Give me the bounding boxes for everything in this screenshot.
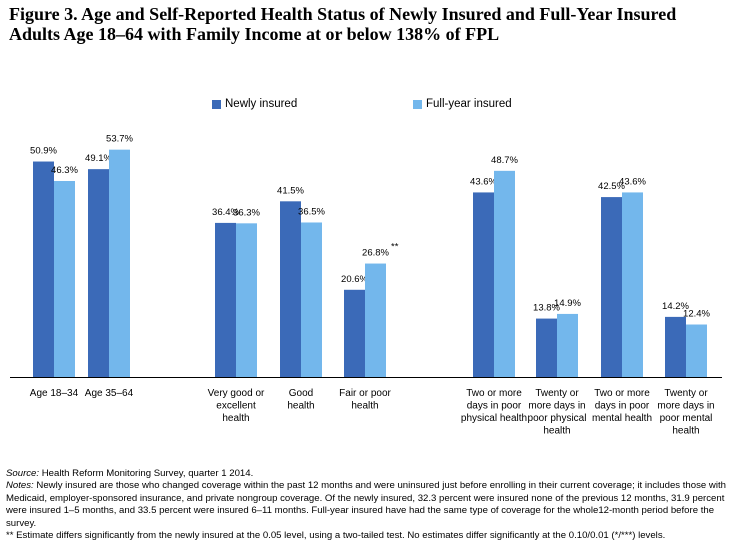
category-label: Age 35–64 [85, 388, 134, 399]
bar-newly-insured [601, 197, 622, 377]
category-label: Twenty or [664, 388, 708, 399]
bar-newly-insured [473, 192, 494, 377]
legend-item-full-year-insured: Full-year insured [413, 98, 512, 110]
category-label: poor physical [528, 413, 587, 424]
source-label: Source: [6, 468, 40, 479]
bar-newly-insured [536, 318, 557, 377]
data-label: 46.3% [51, 165, 78, 176]
category-label: more days in [657, 401, 714, 412]
data-label: 53.7% [106, 134, 133, 145]
bar-full-year-insured [686, 324, 707, 377]
chart-title-line-1: Figure 3. Age and Self-Reported Health S… [9, 4, 677, 24]
category-label: Fair or poor [339, 388, 391, 399]
bar-full-year-insured [494, 170, 515, 377]
category-label: Twenty or [535, 388, 579, 399]
bar-newly-insured [665, 316, 686, 377]
category-label: health [287, 401, 314, 412]
category-label: health [222, 413, 249, 424]
significance-marker: ** [391, 242, 399, 253]
legend-label-full-year-insured: Full-year insured [426, 98, 512, 110]
category-label: Two or more [466, 388, 522, 399]
data-label: 36.5% [298, 206, 325, 217]
legend-item-newly-insured: Newly insured [212, 98, 297, 110]
bar-newly-insured [215, 222, 236, 377]
bar-full-year-insured [365, 263, 386, 377]
bar-newly-insured [33, 161, 54, 377]
category-label: health [543, 426, 570, 437]
bar-newly-insured [88, 169, 109, 377]
legend-swatch-newly-insured [212, 99, 221, 109]
data-label: 36.4% [212, 207, 239, 218]
category-label: health [672, 426, 699, 437]
category-label: mental health [592, 413, 652, 424]
data-label: 43.6% [470, 176, 497, 187]
bar-full-year-insured [301, 222, 322, 377]
source-text: Health Reform Monitoring Survey, quarter… [39, 468, 254, 479]
bar-chart: 50.9% 46.3% Age 18–34 49.1% 53.7% Age 35–64 36… [10, 134, 722, 437]
data-label: 49.1% [85, 153, 112, 164]
data-label: 14.9% [554, 298, 581, 309]
category-label: excellent [216, 401, 256, 412]
category-label: Two or more [594, 388, 650, 399]
category-label: physical health [461, 413, 527, 424]
bar-newly-insured [344, 289, 365, 377]
chart-title: Figure 3. Age and Self-Reported Health S… [9, 4, 729, 44]
notes-paragraph: Notes: Newly insured are those who chang… [6, 480, 738, 530]
data-label: 20.6% [341, 274, 368, 285]
category-label: poor mental [660, 413, 713, 424]
notes-text: Newly insured are those who changed cove… [6, 480, 726, 529]
bar-full-year-insured [557, 313, 578, 377]
category-label: days in poor [467, 401, 522, 412]
data-label: 26.8% [362, 248, 389, 259]
legend-label-newly-insured: Newly insured [225, 98, 298, 110]
bar-full-year-insured [109, 149, 130, 377]
bar-newly-insured [280, 201, 301, 377]
notes-label: Notes: [6, 480, 34, 492]
data-label: 12.4% [683, 309, 710, 320]
data-label: 43.6% [619, 176, 646, 187]
category-label: Age 18–34 [30, 388, 79, 399]
data-label: 13.8% [533, 303, 560, 314]
category-label: Very good or [208, 388, 265, 399]
category-label: Good [289, 388, 313, 399]
data-label: 48.7% [491, 155, 518, 166]
data-label: 42.5% [598, 181, 625, 192]
category-label: days in poor [595, 401, 650, 412]
category-label: more days in [528, 401, 585, 412]
data-label: 41.5% [277, 185, 304, 196]
data-label: 36.3% [233, 207, 260, 218]
significance-note: ** Estimate differs significantly from t… [6, 530, 666, 542]
chart-notes: Source: Health Reform Monitoring Survey,… [6, 468, 738, 542]
bar-full-year-insured [54, 180, 75, 377]
category-label: health [351, 401, 378, 412]
data-label: 14.2% [662, 301, 689, 312]
data-label: 50.9% [30, 146, 57, 157]
legend-swatch-full-year-insured [413, 99, 422, 109]
bar-full-year-insured [622, 192, 643, 377]
source-note: Source: Health Reform Monitoring Survey,… [6, 468, 738, 480]
bar-full-year-insured [236, 223, 257, 377]
chart-title-line-2: Adults Age 18–64 with Family Income at o… [9, 24, 500, 44]
